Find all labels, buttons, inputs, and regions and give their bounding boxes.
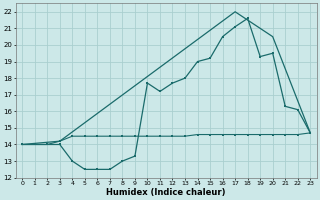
X-axis label: Humidex (Indice chaleur): Humidex (Indice chaleur)	[107, 188, 226, 197]
